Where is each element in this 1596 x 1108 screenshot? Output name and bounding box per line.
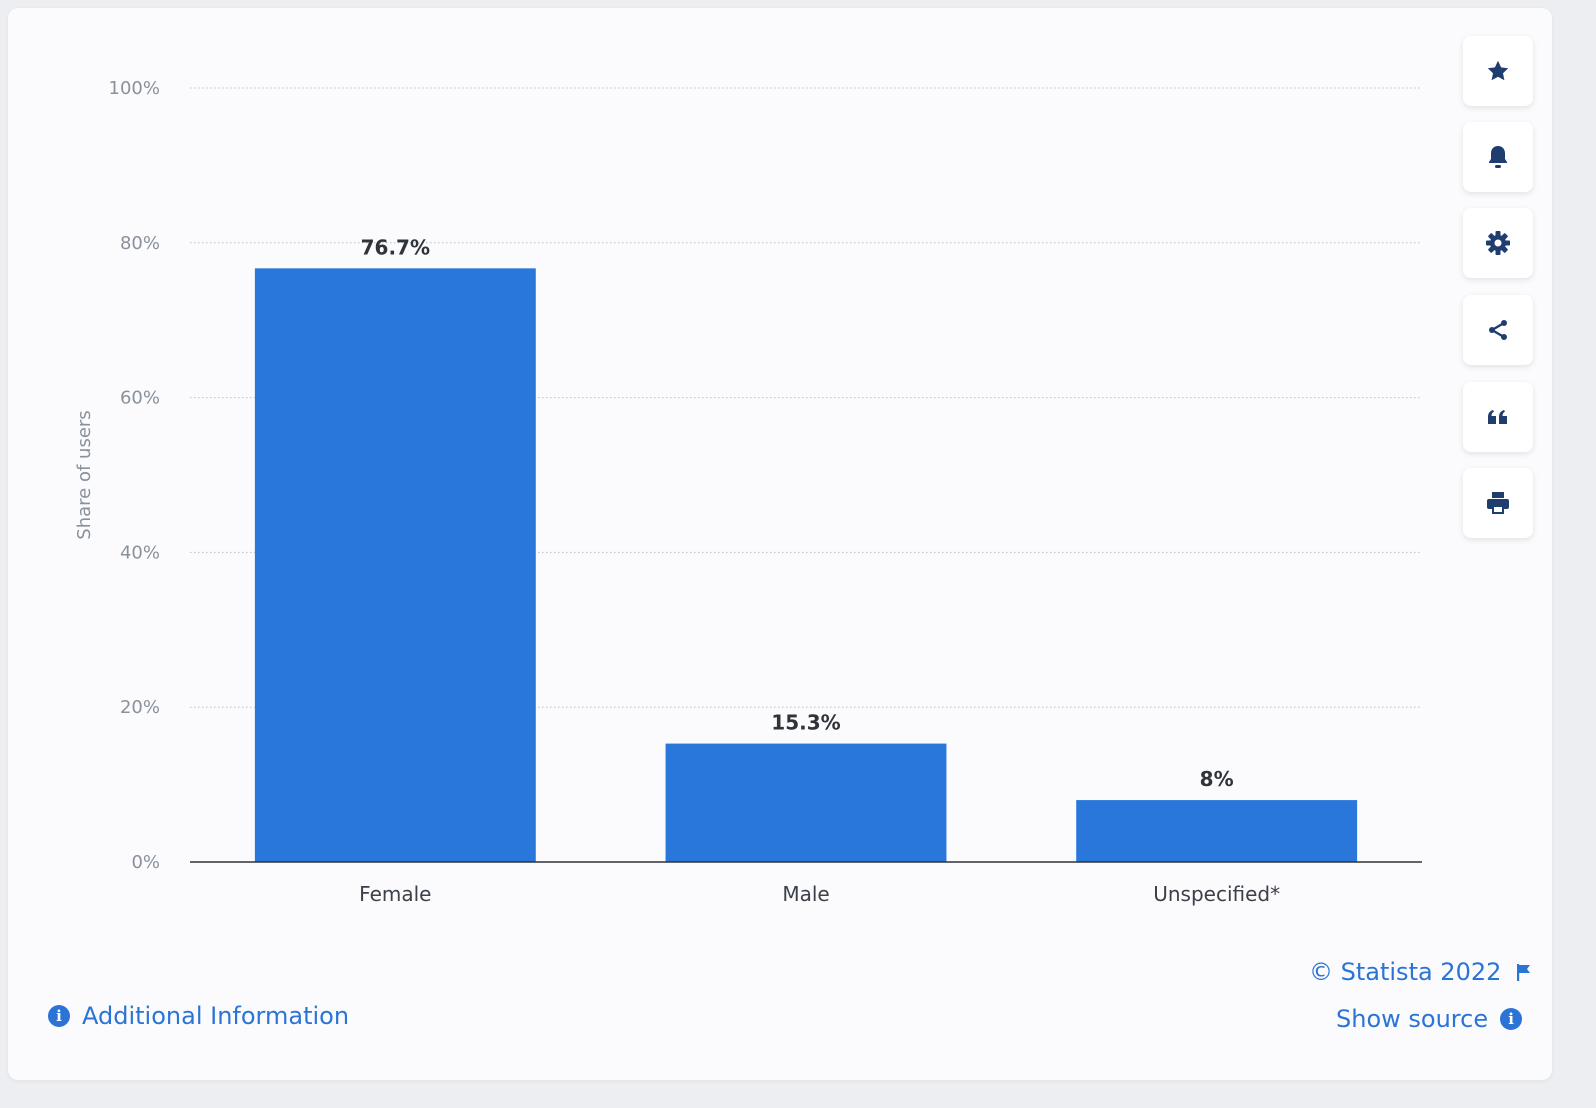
info-icon: i — [48, 1005, 70, 1027]
show-source-text: Show source — [1336, 1005, 1489, 1033]
y-tick-label: 100% — [109, 78, 160, 99]
chart-panel: 0% 20% 40% 60% 80% 100% Share of users 76.7% Fem… — [8, 8, 1552, 1080]
data-label: 76.7% — [361, 235, 430, 259]
x-tick-label: Male — [782, 882, 829, 906]
favorite-button[interactable] — [1463, 36, 1533, 106]
additional-information-text: Additional Information — [82, 1002, 350, 1030]
share-icon — [1489, 320, 1507, 340]
data-label: 8% — [1200, 767, 1234, 791]
y-tick-label: 40% — [120, 542, 160, 563]
bar-chart: 0% 20% 40% 60% 80% 100% Share of users 76.7% Fem… — [74, 78, 1422, 906]
copyright-text: © Statista 2022 — [1309, 958, 1502, 986]
flag-icon — [1517, 964, 1531, 981]
additional-information-link[interactable]: i Additional Information — [48, 1002, 349, 1030]
y-tick-label: 20% — [120, 697, 160, 718]
print-button[interactable] — [1463, 468, 1533, 538]
bar-male — [665, 743, 947, 862]
bar-female — [254, 268, 536, 862]
quote-icon — [1488, 410, 1507, 424]
y-tick-label: 0% — [131, 852, 160, 873]
copyright-link[interactable]: © Statista 2022 — [1309, 958, 1533, 986]
settings-button[interactable] — [1463, 208, 1533, 278]
info-icon: i — [1500, 1008, 1523, 1030]
notification-button[interactable] — [1463, 122, 1533, 192]
print-icon — [1487, 492, 1509, 514]
y-axis-title: Share of users — [74, 410, 95, 539]
y-tick-label: 60% — [120, 388, 160, 409]
x-tick-label: Unspecified* — [1153, 882, 1280, 906]
data-label: 15.3% — [771, 711, 840, 735]
cite-button[interactable] — [1463, 382, 1533, 452]
star-icon — [1487, 60, 1509, 81]
y-tick-label: 80% — [120, 233, 160, 254]
bar-unspecified — [1076, 800, 1358, 862]
share-button[interactable] — [1463, 295, 1533, 365]
x-tick-label: Female — [359, 882, 431, 906]
show-source-link[interactable]: Show source i — [1336, 1005, 1523, 1033]
bell-icon — [1489, 146, 1507, 168]
gear-icon — [1486, 231, 1510, 255]
